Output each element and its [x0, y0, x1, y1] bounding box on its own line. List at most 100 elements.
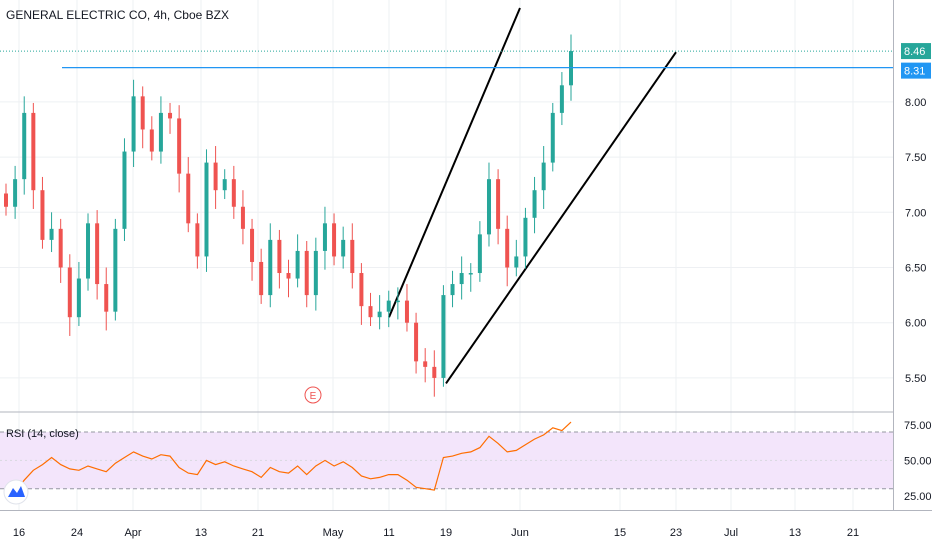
price-tick-label: 6.50: [905, 262, 926, 274]
candles: [4, 34, 573, 397]
candle-body: [286, 273, 291, 279]
candle-body: [514, 256, 519, 268]
candle-body: [76, 278, 81, 318]
candle-body: [450, 284, 455, 296]
candle-body: [22, 112, 27, 180]
candle-body: [250, 228, 255, 262]
candle-body: [195, 223, 200, 257]
candle-body: [423, 361, 428, 367]
time-tick-label: 13: [195, 527, 207, 539]
candle-body: [204, 162, 209, 257]
candle-body: [477, 234, 482, 274]
candle-body: [523, 217, 528, 257]
candle-body: [559, 85, 564, 113]
candle-body: [304, 250, 309, 296]
candle-body: [240, 206, 245, 229]
time-tick-label: May: [323, 527, 344, 539]
candle-body: [459, 273, 464, 285]
candle-body: [58, 228, 63, 268]
time-tick-label: 11: [383, 527, 394, 539]
candle-body: [177, 118, 182, 174]
candle-body: [386, 300, 391, 312]
candle-body: [432, 366, 437, 378]
candle-body: [67, 267, 72, 318]
candle-body: [395, 300, 400, 303]
candle-body: [532, 190, 537, 218]
level-price-value: 8.31: [904, 66, 925, 78]
candle-body: [131, 96, 136, 152]
rsi-line: [5, 421, 572, 495]
candle-body: [140, 96, 145, 130]
candle-body: [541, 162, 546, 191]
rsi-tick-label: 25.00: [904, 491, 932, 503]
last-price-badge: 8.46: [901, 43, 931, 60]
candle-body: [359, 273, 364, 307]
price-tick-label: 6.00: [905, 318, 926, 330]
candle-body: [259, 261, 264, 296]
time-tick-label: 21: [847, 527, 859, 539]
chart-title: GENERAL ELECTRIC CO, 4h, Cboe BZX: [6, 8, 229, 22]
price-tick-label: 5.50: [905, 373, 926, 385]
price-tick-label: 8.00: [905, 97, 926, 109]
time-tick-label: 13: [789, 527, 801, 539]
candle-body: [31, 112, 36, 191]
candle-body: [322, 223, 327, 251]
rsi-panel: RSI (14, close) 75.00 50.00 25.00: [0, 411, 932, 505]
candle-body: [4, 193, 8, 207]
candle-body: [350, 239, 355, 274]
channel-upper-line: [388, 7, 521, 318]
grid-lines: [0, 0, 893, 510]
time-tick-label: 21: [252, 527, 264, 539]
rsi-tick-label: 50.00: [904, 455, 932, 467]
candle-body: [414, 322, 419, 362]
candle-body: [231, 179, 236, 207]
candle-body: [222, 179, 227, 191]
time-tick-label: 16: [13, 527, 25, 539]
overlays: E: [0, 50, 893, 404]
candle-body: [49, 228, 54, 240]
price-tick-label: 7.50: [905, 152, 926, 164]
time-tick-label: 19: [440, 527, 452, 539]
candle-body: [122, 151, 127, 229]
candle-body: [313, 250, 318, 296]
earnings-marker[interactable]: E: [304, 386, 322, 404]
candle-body: [441, 295, 446, 378]
candle-body: [213, 162, 218, 191]
candle-body: [277, 239, 282, 274]
time-tick-label: 23: [670, 527, 682, 539]
candle-body: [86, 223, 91, 279]
candle-body: [186, 173, 191, 224]
candle-body: [168, 112, 173, 119]
candle-body: [332, 223, 337, 257]
candle-body: [377, 311, 382, 318]
candle-body: [468, 273, 473, 275]
time-tick-label: 15: [614, 527, 626, 539]
earnings-marker-label: E: [310, 391, 317, 402]
level-price-badge: 8.31: [901, 62, 931, 79]
rsi-label: RSI (14, close): [6, 428, 79, 440]
candle-body: [268, 239, 273, 296]
candle-body: [295, 250, 300, 279]
candle-body: [341, 239, 346, 257]
candle-body: [550, 112, 555, 163]
candle-body: [158, 112, 163, 152]
candle-body: [368, 306, 373, 318]
tradingview-logo: [3, 479, 29, 505]
candle-body: [496, 179, 501, 229]
time-tick-label: Jul: [724, 527, 738, 539]
time-tick-label: Jun: [511, 527, 529, 539]
rsi-tick-label: 75.00: [904, 420, 932, 432]
time-tick-label: 24: [71, 527, 83, 539]
candle-body: [486, 179, 491, 235]
last-price-value: 8.46: [904, 46, 925, 58]
candle-body: [40, 190, 45, 240]
candle-body: [149, 129, 154, 152]
candle-body: [13, 179, 18, 207]
candle-body: [104, 284, 109, 312]
trend-channel: [388, 7, 677, 385]
candle-body: [404, 300, 409, 323]
candle-body: [95, 223, 100, 285]
